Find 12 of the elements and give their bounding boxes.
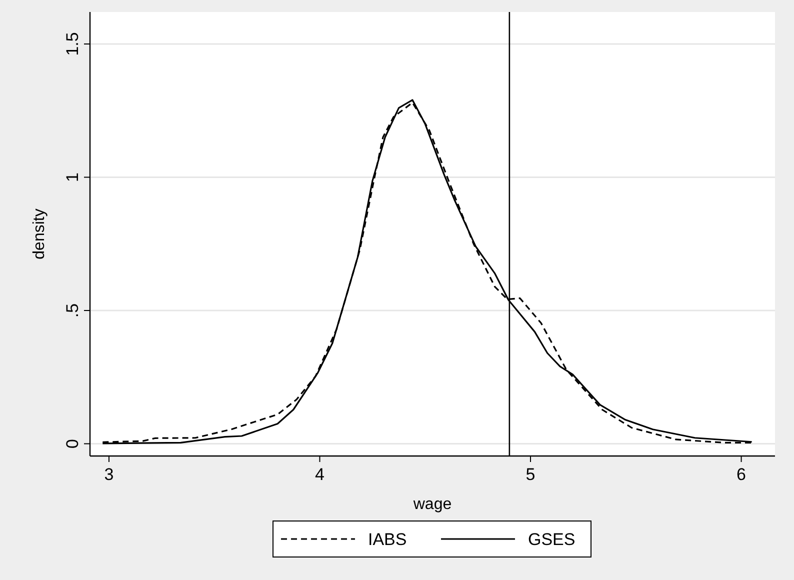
legend-label: IABS: [368, 530, 407, 549]
legend-label: GSES: [528, 530, 576, 549]
y-tick-label: 1.5: [63, 32, 82, 56]
x-tick-label: 3: [104, 465, 114, 484]
y-axis-title: density: [31, 208, 48, 260]
y-tick-label: 0: [63, 439, 82, 448]
x-axis-title: wage: [412, 496, 452, 513]
y-tick-label: 1: [63, 172, 82, 182]
x-tick-label: 6: [736, 465, 746, 484]
x-tick-label: 4: [315, 465, 324, 484]
x-tick-label: 5: [526, 465, 536, 484]
y-tick-label: .5: [63, 303, 82, 318]
